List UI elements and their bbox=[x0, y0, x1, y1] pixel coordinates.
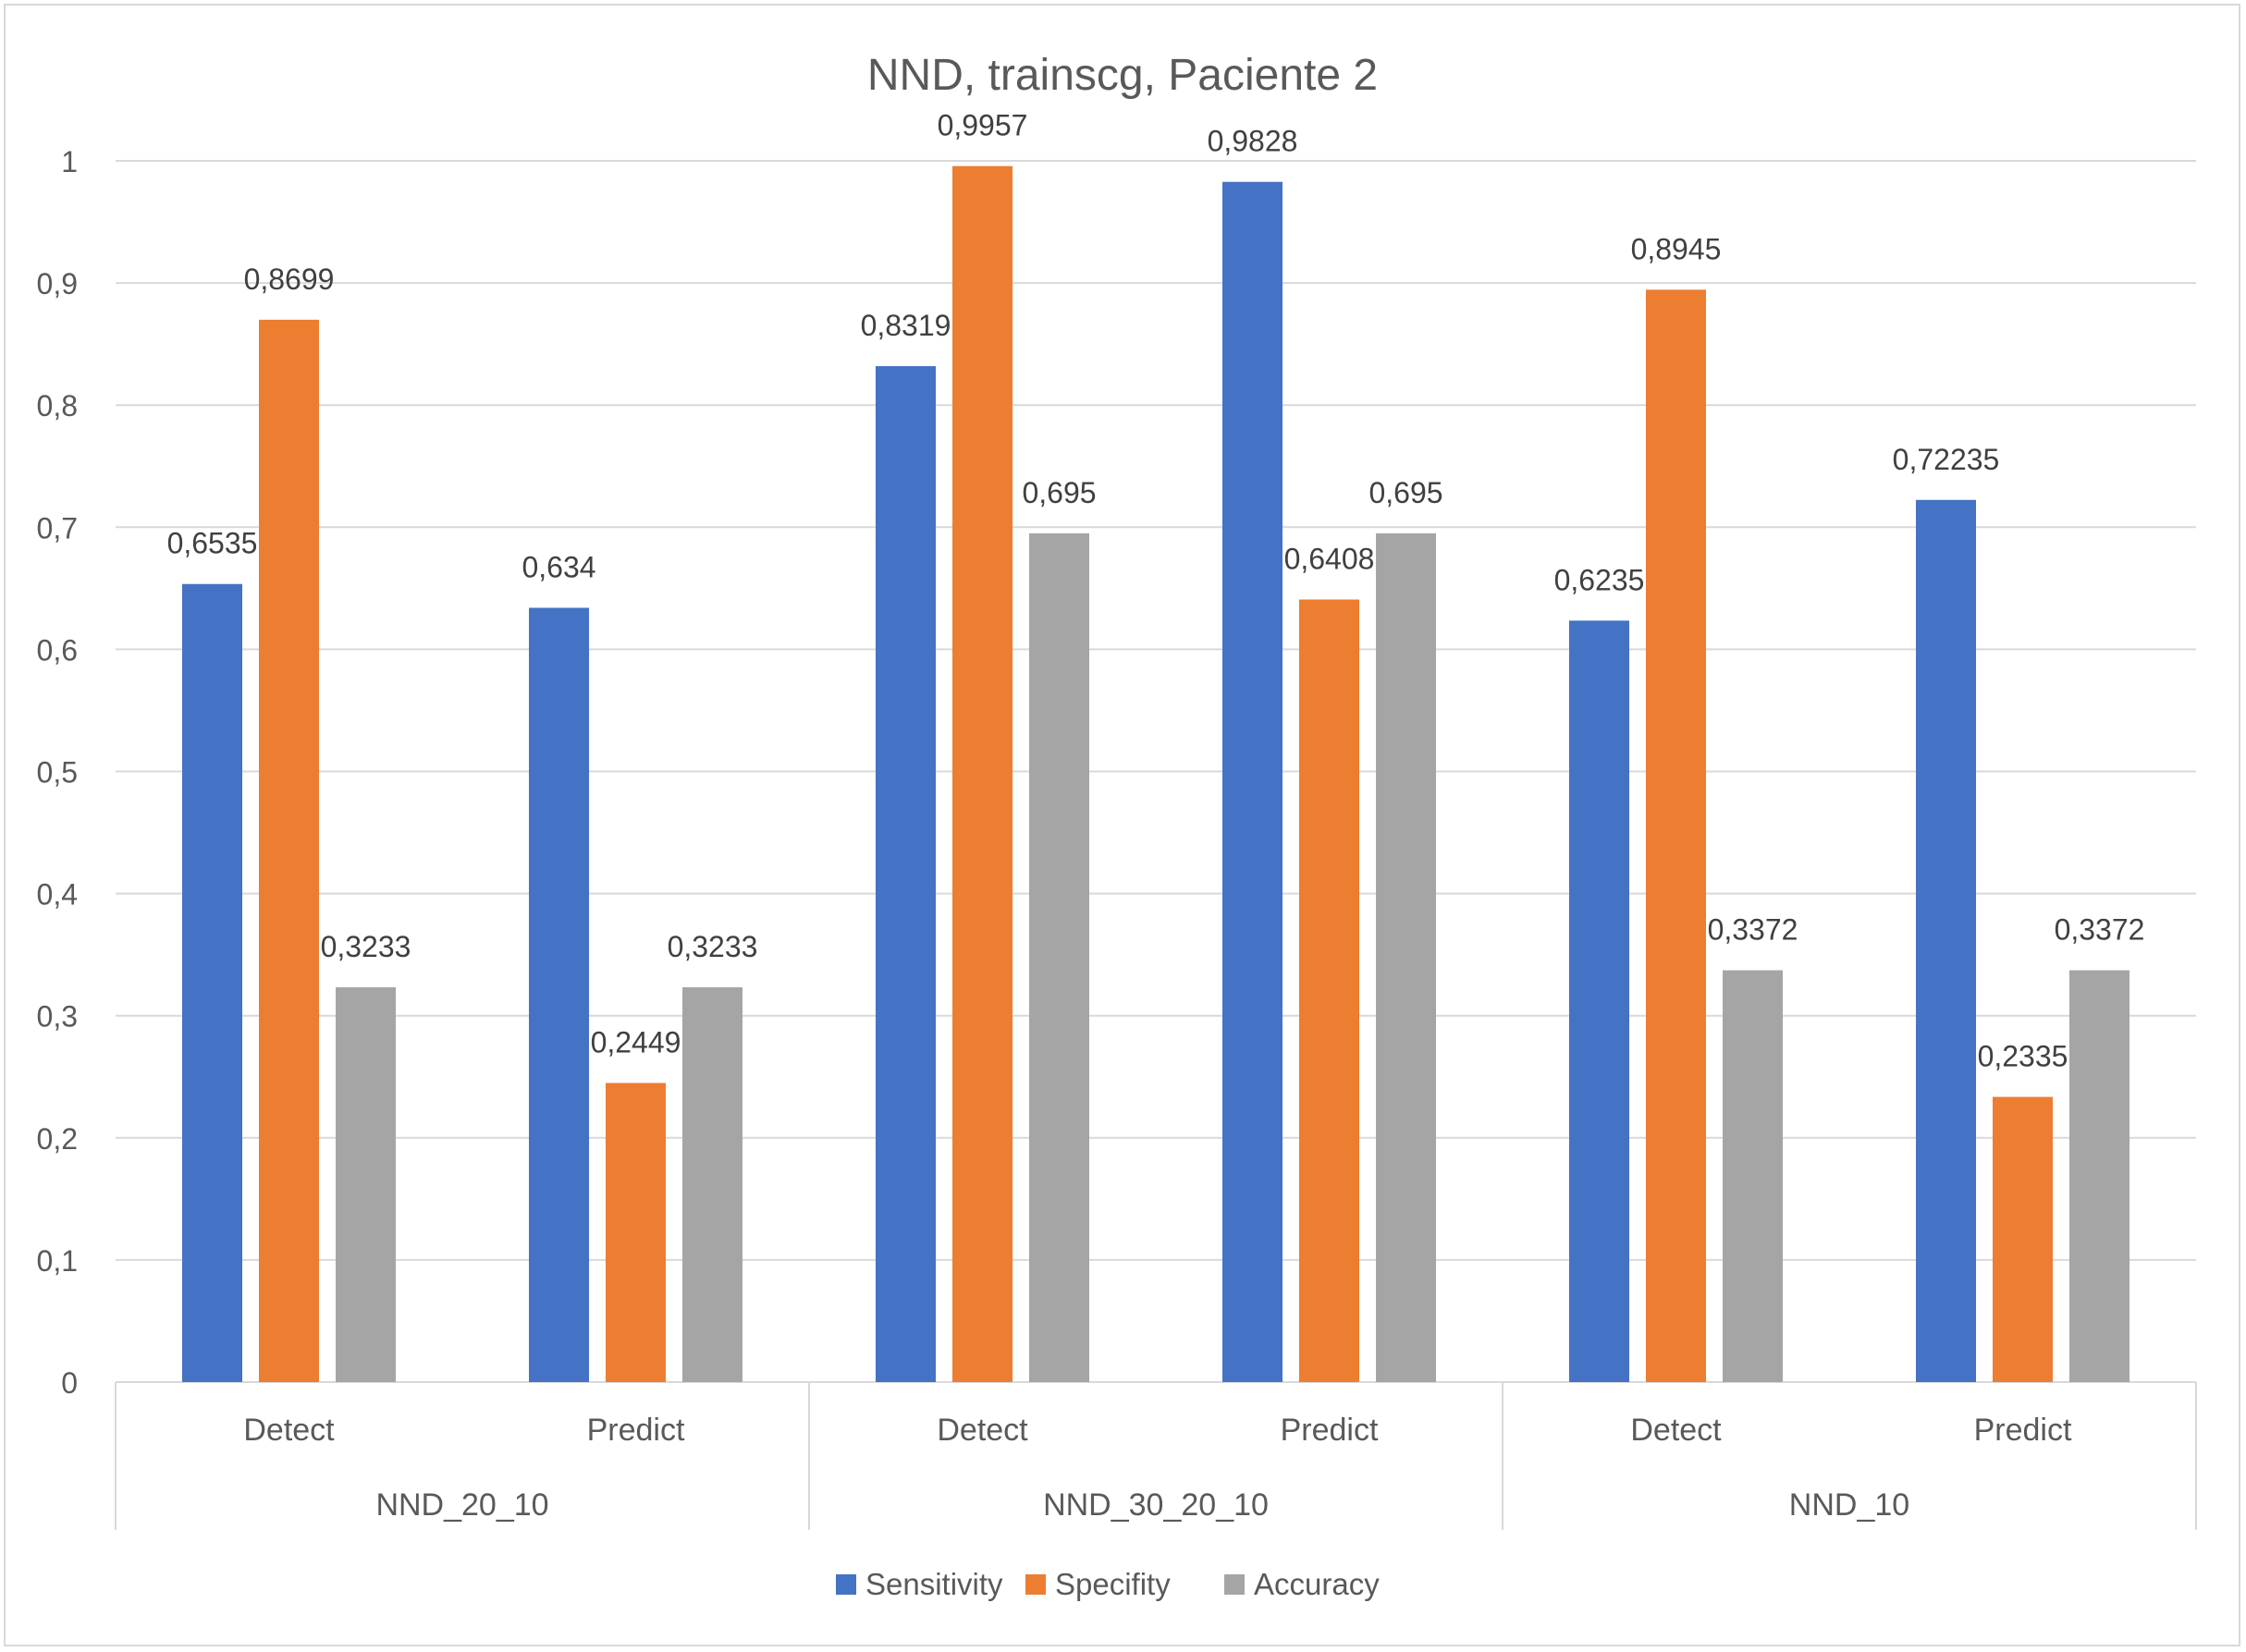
data-label: 0,6535 bbox=[167, 527, 258, 560]
legend-item-sensitivity[interactable]: Sensitivity bbox=[836, 1567, 1003, 1601]
bar-accuracy bbox=[682, 986, 743, 1382]
category-label: Predict bbox=[1974, 1413, 2072, 1448]
y-tick-label: 1 bbox=[61, 145, 78, 178]
bar-accuracy bbox=[336, 986, 396, 1382]
group-label: NND_10 bbox=[1789, 1487, 1909, 1523]
bar-sensitivity bbox=[1916, 499, 1976, 1382]
bar-sensitivity bbox=[1569, 620, 1629, 1382]
legend-swatch bbox=[1025, 1574, 1046, 1595]
bar-sensitivity bbox=[1222, 181, 1283, 1383]
category-label: Predict bbox=[587, 1413, 685, 1448]
y-tick-label: 0,5 bbox=[37, 756, 78, 789]
data-label: 0,6235 bbox=[1554, 563, 1645, 596]
y-tick-label: 0,2 bbox=[37, 1122, 78, 1156]
category-label: Predict bbox=[1281, 1413, 1379, 1448]
bar-specifity bbox=[1993, 1096, 2053, 1382]
data-label: 0,634 bbox=[522, 550, 595, 583]
group-label: NND_20_10 bbox=[375, 1487, 548, 1523]
bar-specifity bbox=[259, 319, 319, 1383]
data-label: 0,8945 bbox=[1631, 232, 1722, 265]
legend-label: Sensitivity bbox=[865, 1567, 1003, 1601]
category-label: Detect bbox=[1630, 1413, 1722, 1448]
axes: 0 0,1 0,2 0,3 0,4 0,5 0,6 0,7 0,8 0,9 1 NND_20_10 NN… bbox=[37, 145, 2197, 1530]
data-label: 0,2335 bbox=[1978, 1040, 2068, 1073]
y-tick-label: 0,4 bbox=[37, 878, 78, 912]
data-label: 0,8319 bbox=[861, 309, 951, 342]
data-label: 0,9957 bbox=[938, 109, 1028, 142]
gridlines bbox=[116, 160, 2196, 1261]
data-label: 0,3372 bbox=[2055, 913, 2145, 947]
bars bbox=[182, 165, 2129, 1383]
bar-accuracy bbox=[1376, 532, 1436, 1382]
bar-sensitivity bbox=[876, 366, 936, 1383]
legend[interactable]: Sensitivity Specifity Accuracy bbox=[836, 1567, 1380, 1601]
bar-specifity bbox=[1299, 599, 1359, 1382]
data-label: 0,8699 bbox=[244, 263, 335, 296]
y-tick-label: 0,1 bbox=[37, 1244, 78, 1278]
legend-item-specifity[interactable]: Specifity bbox=[1025, 1567, 1171, 1601]
data-label: 0,3233 bbox=[321, 930, 411, 963]
y-tick-label: 0,7 bbox=[37, 511, 78, 545]
bar-sensitivity bbox=[182, 583, 242, 1382]
bar-accuracy bbox=[2069, 970, 2129, 1382]
bar-specifity bbox=[606, 1083, 666, 1382]
bar-sensitivity bbox=[529, 607, 589, 1382]
data-label: 0,72235 bbox=[1893, 443, 2000, 476]
legend-swatch bbox=[836, 1574, 856, 1595]
y-tick-label: 0,3 bbox=[37, 1000, 78, 1034]
y-tick-label: 0,9 bbox=[37, 267, 78, 300]
y-tick-label: 0,8 bbox=[37, 389, 78, 422]
data-label: 0,6408 bbox=[1284, 543, 1375, 576]
bar-specifity bbox=[1646, 289, 1706, 1383]
data-label: 0,3372 bbox=[1708, 913, 1798, 947]
category-label: Detect bbox=[937, 1413, 1028, 1448]
legend-swatch bbox=[1224, 1574, 1245, 1595]
data-label: 0,9828 bbox=[1208, 125, 1298, 158]
data-label: 0,695 bbox=[1022, 476, 1096, 509]
data-label: 0,695 bbox=[1368, 476, 1442, 509]
data-labels: 0,6535 0,634 0,8319 0,9828 0,6235 0,72235 0,86… bbox=[167, 109, 2145, 1073]
group-label: NND_30_20_10 bbox=[1043, 1487, 1269, 1523]
data-label: 0,2449 bbox=[591, 1025, 681, 1059]
legend-item-accuracy[interactable]: Accuracy bbox=[1224, 1567, 1380, 1601]
y-tick-label: 0 bbox=[61, 1366, 78, 1400]
bar-specifity bbox=[952, 165, 1013, 1382]
legend-label: Accuracy bbox=[1254, 1567, 1380, 1601]
bar-accuracy bbox=[1723, 970, 1783, 1382]
legend-label: Specifity bbox=[1055, 1567, 1171, 1601]
category-label: Detect bbox=[243, 1413, 335, 1448]
chart-title: NND, trainscg, Paciente 2 bbox=[867, 51, 1378, 100]
y-tick-label: 0,6 bbox=[37, 633, 78, 667]
data-label: 0,3233 bbox=[668, 930, 758, 963]
bar-accuracy bbox=[1029, 532, 1089, 1382]
